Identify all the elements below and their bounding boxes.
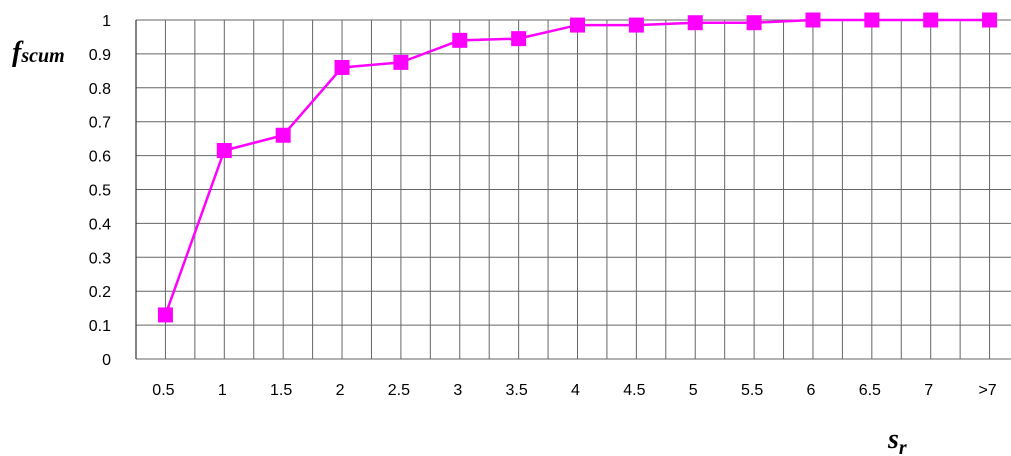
data-point-marker	[982, 12, 998, 28]
x-tick-label: 0.5	[152, 382, 174, 399]
x-tick-label: 3	[453, 382, 462, 399]
data-point-marker	[393, 54, 409, 70]
grid-lines	[135, 19, 1011, 360]
x-axis-title-main: s	[887, 424, 899, 455]
x-tick-label: 2	[336, 382, 345, 399]
y-tick-label: 0.2	[89, 284, 111, 301]
x-axis-title-subscript: r	[899, 437, 907, 456]
data-point-marker	[923, 12, 939, 28]
data-point-marker	[805, 12, 821, 28]
y-tick-label: 0.6	[89, 149, 111, 166]
y-tick-label: 0.9	[89, 47, 111, 64]
data-point-marker	[157, 307, 173, 323]
y-axis-title: fscum	[12, 37, 65, 68]
x-tick-label: >7	[978, 382, 996, 399]
y-tick-label: 0.1	[89, 318, 111, 335]
y-tick-labels: 0 0.1 0.2 0.3 0.4 0.5 0.6 0.7 0.8 0.9 1	[89, 13, 111, 369]
x-tick-label: 6	[807, 382, 816, 399]
x-tick-label: 4.5	[623, 382, 645, 399]
data-point-marker	[452, 32, 468, 48]
data-point-marker	[746, 15, 762, 31]
y-tick-label: 0.3	[89, 250, 111, 267]
y-tick-label: 0.8	[89, 81, 111, 98]
y-axis-title-subscript: scum	[20, 45, 64, 67]
y-tick-label: 0.7	[89, 115, 111, 132]
x-tick-label: 1	[218, 382, 227, 399]
series-fscum	[157, 12, 998, 323]
data-point-marker	[511, 31, 527, 47]
y-tick-label: 0.5	[89, 183, 111, 200]
data-point-marker	[687, 15, 703, 31]
data-point-marker	[864, 12, 880, 28]
y-tick-label: 1	[102, 13, 111, 30]
data-point-marker	[628, 17, 644, 33]
x-tick-label: 5	[689, 382, 698, 399]
x-tick-label: 4	[571, 382, 580, 399]
x-tick-label: 5.5	[741, 382, 763, 399]
data-point-marker	[275, 127, 291, 143]
x-axis-title: sr	[887, 424, 907, 456]
x-tick-label: 6.5	[859, 382, 881, 399]
y-tick-label: 0	[102, 352, 111, 369]
x-tick-label: 3.5	[506, 382, 528, 399]
x-tick-label: 7	[924, 382, 933, 399]
x-tick-labels: 0.5 1 1.5 2 2.5 3 3.5 4 4.5 5 5.5 6 6.5 7 >7	[152, 382, 996, 399]
data-point-marker	[570, 17, 585, 33]
data-point-marker	[334, 59, 350, 75]
data-point-marker	[216, 143, 232, 159]
y-tick-label: 0.4	[89, 216, 111, 233]
x-tick-label: 2.5	[388, 382, 410, 399]
y-axis-title-main: f	[12, 37, 24, 68]
x-tick-label: 1.5	[270, 382, 292, 399]
